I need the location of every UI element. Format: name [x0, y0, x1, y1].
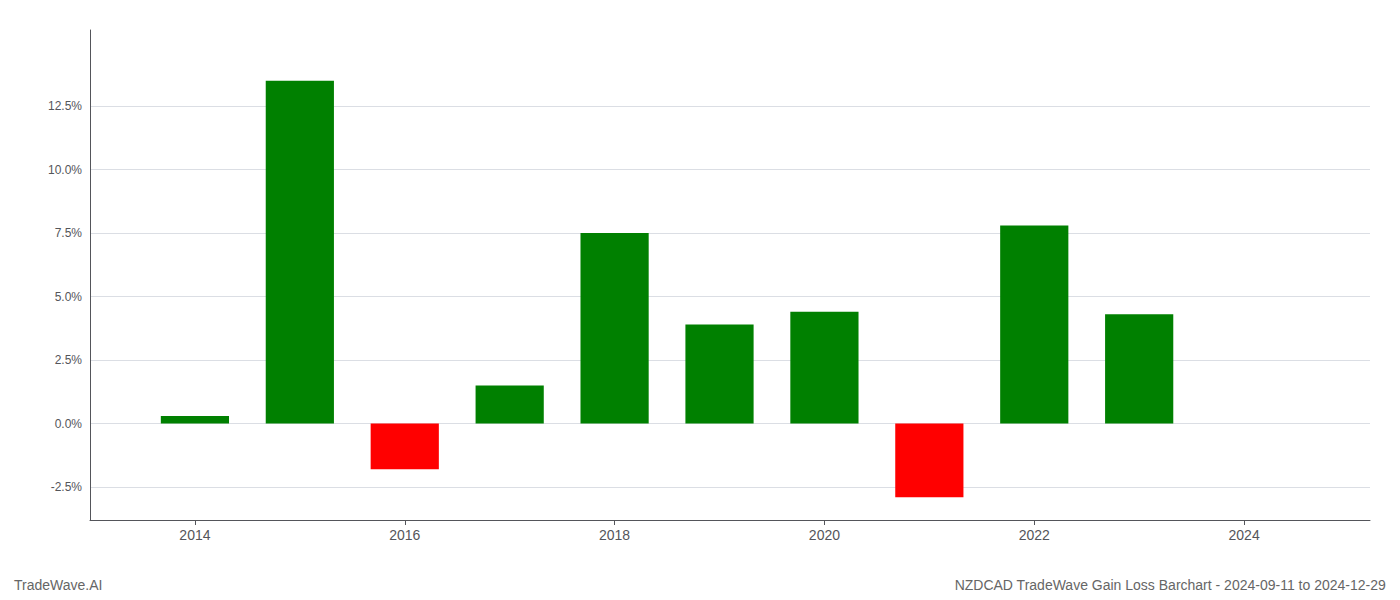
svg-text:2018: 2018 — [599, 527, 630, 543]
svg-text:-2.5%: -2.5% — [51, 480, 83, 494]
svg-text:2.5%: 2.5% — [55, 353, 83, 367]
svg-text:12.5%: 12.5% — [48, 99, 82, 113]
svg-text:2020: 2020 — [809, 527, 840, 543]
svg-text:0.0%: 0.0% — [55, 417, 83, 431]
svg-text:10.0%: 10.0% — [48, 163, 82, 177]
svg-text:TradeWave.AI: TradeWave.AI — [14, 577, 102, 593]
svg-text:2024: 2024 — [1229, 527, 1260, 543]
svg-text:2016: 2016 — [389, 527, 420, 543]
svg-text:2022: 2022 — [1019, 527, 1050, 543]
svg-text:NZDCAD TradeWave Gain Loss Bar: NZDCAD TradeWave Gain Loss Barchart - 20… — [955, 577, 1386, 593]
svg-text:5.0%: 5.0% — [55, 290, 83, 304]
svg-text:7.5%: 7.5% — [55, 226, 83, 240]
svg-text:2014: 2014 — [179, 527, 210, 543]
